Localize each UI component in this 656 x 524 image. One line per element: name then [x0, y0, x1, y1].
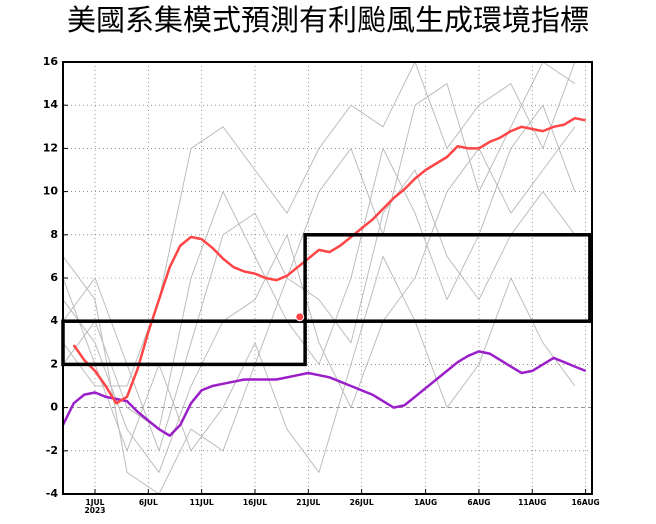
y-tick-label: -2 [46, 444, 58, 457]
series-line [72, 116, 586, 405]
x-tick-label: 16AUG [571, 498, 599, 507]
series-line [63, 350, 587, 437]
x-tick-year: 2023 [85, 506, 106, 515]
x-tick-label: 1JUL [86, 498, 105, 507]
x-tick-label: 26JUL [350, 498, 374, 507]
highlight-box [61, 319, 307, 367]
y-tick-label: 6 [50, 271, 58, 284]
y-tick-label: 8 [50, 228, 58, 241]
series-line [63, 126, 576, 473]
x-tick-label: 1AUG [414, 498, 437, 507]
x-tick-label: 16JUL [243, 498, 267, 507]
x-tick-label: 21JUL [296, 498, 320, 507]
x-tick-label: 11AUG [518, 498, 546, 507]
x-tick-label: 6JUL [139, 498, 158, 507]
y-tick-label: 10 [43, 185, 59, 198]
y-tick-label: 4 [50, 314, 58, 327]
series-line [63, 255, 576, 473]
series-line [63, 62, 576, 387]
highlight-box [303, 233, 592, 323]
series-line [63, 62, 576, 452]
y-tick-label: 12 [43, 141, 58, 154]
y-tick-label: 14 [43, 98, 59, 111]
y-tick-label: 0 [50, 401, 58, 414]
series-line [63, 169, 576, 494]
y-tick-label: 2 [50, 357, 58, 370]
x-tick-label: 11JUL [190, 498, 214, 507]
x-tick-label: 6AUG [467, 498, 490, 507]
marker [295, 312, 305, 322]
y-tick-label: -4 [46, 487, 59, 500]
chart-title: 美國系集模式預測有利颱風生成環境指標 [67, 3, 589, 37]
y-tick-label: 16 [43, 55, 59, 68]
